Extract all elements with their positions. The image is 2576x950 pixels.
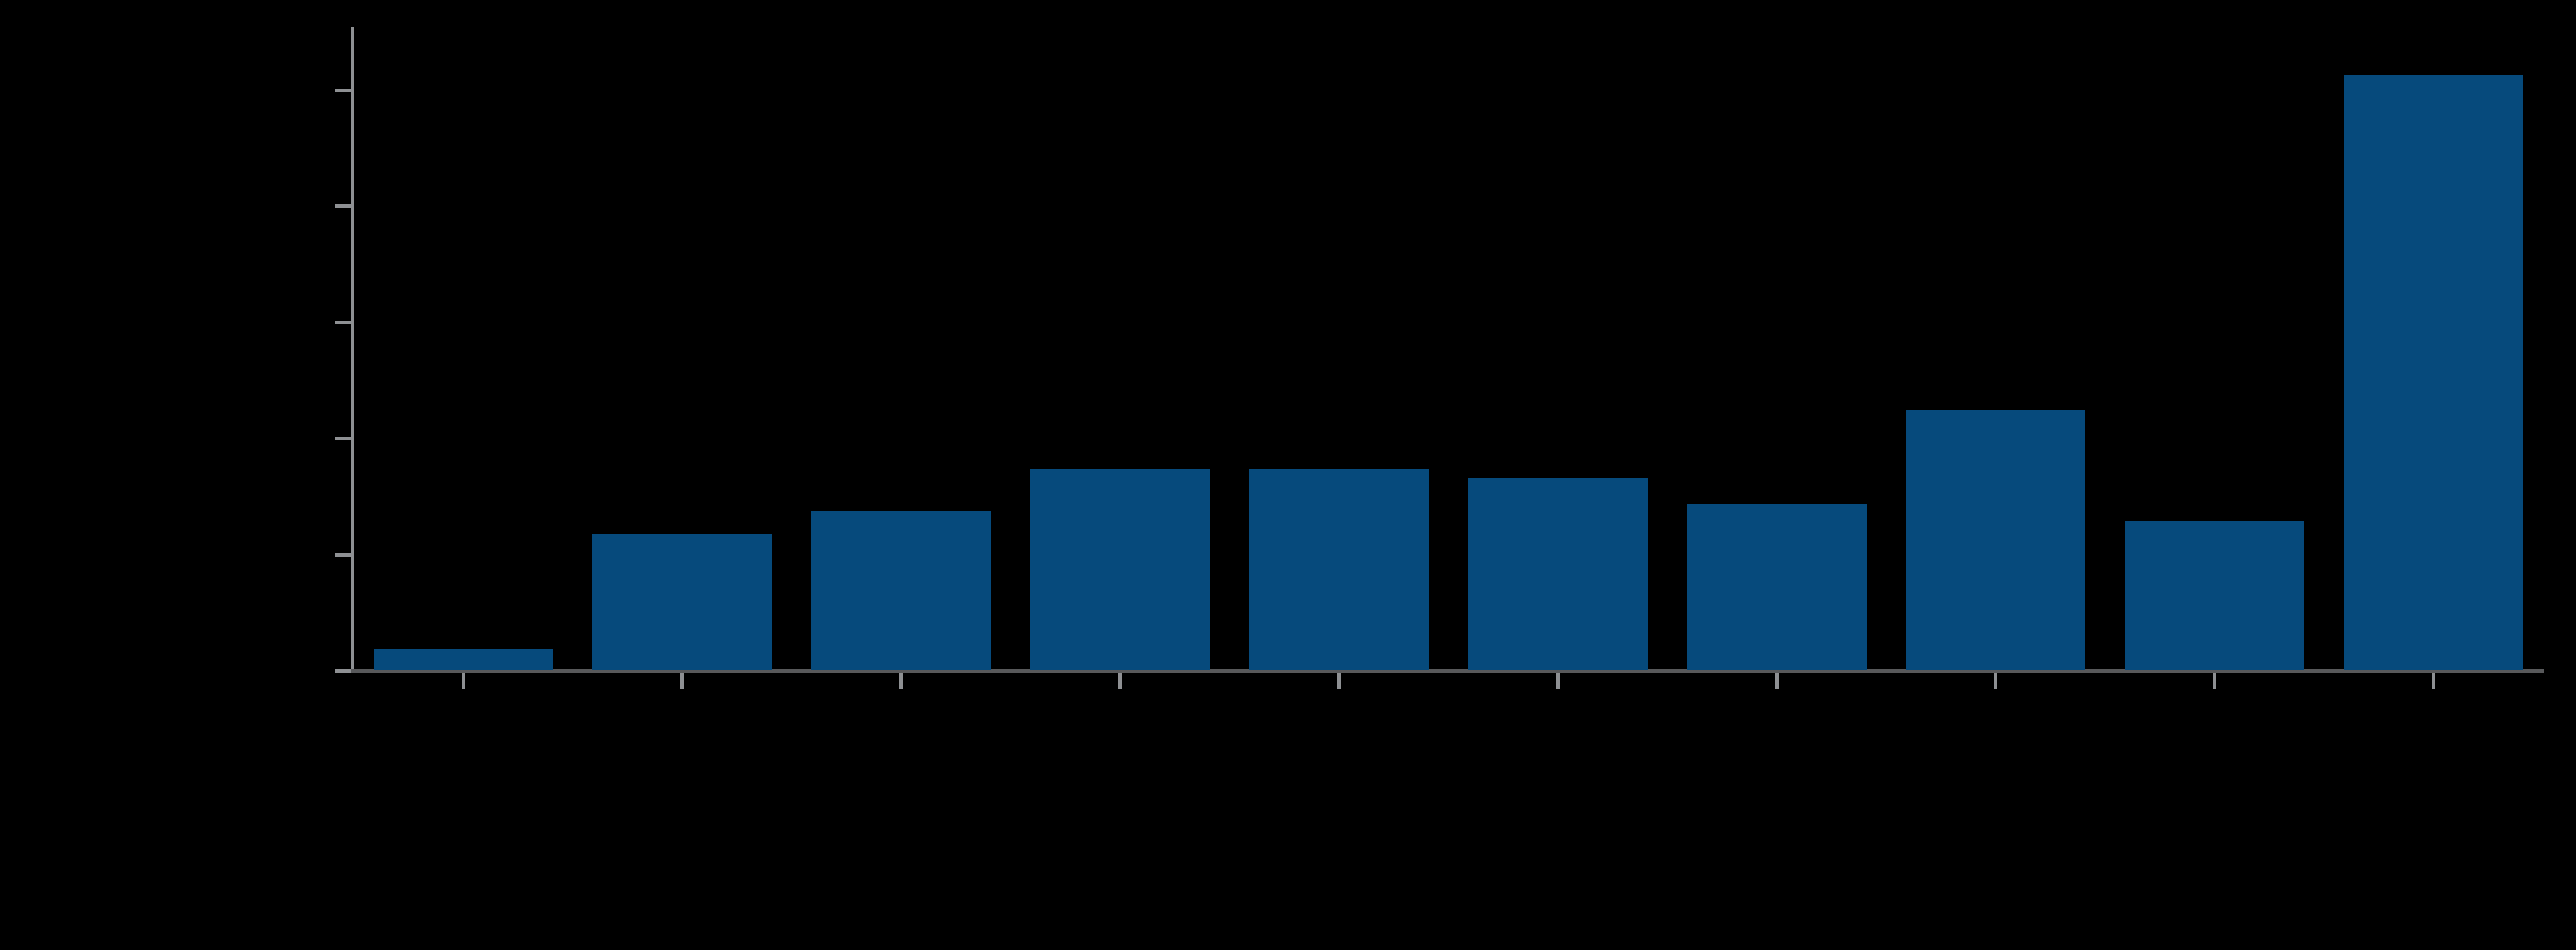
bar — [811, 510, 991, 670]
x-axis-tick — [1994, 673, 1997, 689]
y-axis-tick — [335, 89, 351, 92]
bar — [1906, 410, 2085, 670]
bar — [374, 649, 553, 670]
y-axis-tick — [335, 553, 351, 557]
x-axis-tick — [899, 673, 903, 689]
bar — [2125, 521, 2304, 670]
x-axis-tick — [1556, 673, 1560, 689]
bar — [1687, 503, 1867, 670]
x-axis-tick — [1118, 673, 1122, 689]
x-axis-tick — [462, 673, 465, 689]
bar — [1249, 469, 1429, 670]
x-axis-tick — [680, 673, 684, 689]
x-axis-tick — [1775, 673, 1779, 689]
y-axis-tick — [335, 437, 351, 441]
y-axis-tick — [335, 204, 351, 208]
x-axis-tick — [1337, 673, 1341, 689]
bar — [592, 534, 772, 670]
x-axis-tick — [2213, 673, 2216, 689]
bar — [1468, 478, 1648, 670]
x-axis-spine — [349, 669, 2544, 673]
bar — [1030, 469, 1210, 670]
x-axis-tick — [2432, 673, 2435, 689]
bar — [2344, 75, 2523, 670]
y-axis-tick — [335, 320, 351, 324]
y-axis-spine — [351, 27, 354, 673]
y-axis-tick — [335, 669, 351, 673]
